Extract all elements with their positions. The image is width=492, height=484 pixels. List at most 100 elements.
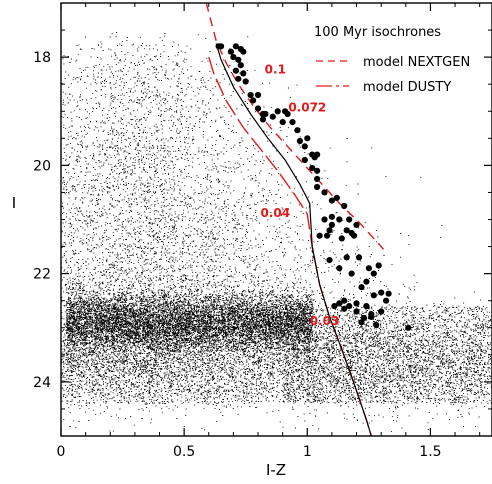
field-stars-layer — [61, 32, 492, 435]
isochrone-line-solid-2 — [215, 43, 372, 437]
candidate-point — [358, 284, 365, 291]
candidate-point — [326, 227, 333, 234]
candidate-point — [242, 78, 249, 85]
candidate-point — [314, 175, 321, 182]
candidate-point — [333, 194, 340, 201]
legend: 100 Myr isochrones model NEXTGEN model D… — [300, 18, 480, 100]
candidate-point — [304, 135, 311, 142]
candidate-point — [218, 43, 225, 50]
isochrone-line-model-dusty — [208, 56, 372, 437]
candidate-point — [336, 300, 343, 307]
candidate-point — [254, 105, 262, 112]
candidate-point — [346, 303, 353, 310]
candidate-point — [232, 43, 239, 50]
candidate-point — [314, 183, 321, 191]
candidate-point — [309, 165, 316, 172]
candidate-point — [254, 91, 262, 99]
candidate-point — [235, 56, 242, 63]
candidate-point — [368, 313, 375, 320]
candidate-point — [247, 91, 254, 99]
candidate-point — [321, 189, 328, 196]
candidate-point — [331, 303, 338, 310]
plot-frame — [60, 2, 492, 437]
axes-layer: 0 0.5 1 1.5 18 20 22 24 — [33, 3, 492, 460]
candidate-point — [289, 119, 296, 126]
candidate-point — [383, 297, 390, 304]
candidate-point — [343, 227, 350, 234]
x-tick-label: 1 — [303, 444, 312, 460]
candidate-point — [341, 297, 348, 304]
candidate-point — [348, 270, 355, 277]
mass-label: 0.072 — [288, 100, 326, 114]
candidate-point — [355, 254, 363, 261]
candidate-point — [262, 110, 269, 118]
x-tick-label: 1.5 — [419, 444, 441, 460]
candidate-point — [230, 54, 237, 61]
x-tick-label: 0 — [57, 444, 66, 460]
isochrone-line-model-nextgen — [205, 2, 385, 250]
candidate-point — [343, 254, 350, 261]
candidate-point — [378, 289, 385, 296]
candidate-point — [301, 156, 308, 164]
candidate-point — [336, 216, 343, 223]
mass-label: 0.04 — [260, 206, 290, 220]
candidate-point — [373, 321, 380, 329]
candidate-point — [353, 221, 360, 228]
candidate-point — [316, 232, 323, 239]
candidate-point — [237, 62, 244, 69]
candidate-point — [279, 119, 286, 126]
candidate-point — [370, 292, 377, 299]
candidate-point — [323, 232, 331, 239]
candidate-points-layer — [215, 43, 412, 331]
isochrone-lines-layer — [205, 2, 385, 437]
y-tick-label: 18 — [33, 50, 51, 66]
x-axis-label: I-Z — [266, 461, 286, 479]
y-axis-label: I — [12, 194, 16, 212]
candidate-point — [346, 216, 353, 223]
mass-labels-layer: 0.1 0.072 0.04 0.03 — [260, 62, 339, 328]
candidate-point — [338, 235, 345, 242]
candidate-point — [240, 70, 247, 77]
candidate-point — [314, 151, 321, 158]
candidate-point — [341, 305, 348, 312]
y-tick-label: 20 — [33, 158, 51, 174]
candidate-point — [321, 216, 328, 223]
candidate-point — [336, 265, 343, 272]
legend-title: 100 Myr isochrones — [314, 25, 441, 40]
candidate-point — [259, 116, 267, 123]
legend-label-dusty: model DUSTY — [363, 80, 451, 95]
candidate-point — [296, 137, 303, 145]
candidate-point — [360, 314, 367, 322]
candidate-point — [405, 324, 412, 331]
candidate-point — [250, 97, 257, 104]
candidate-point — [240, 48, 247, 55]
legend-label-nextgen: model NEXTGEN — [363, 55, 470, 70]
candidate-point — [294, 127, 301, 134]
candidate-point — [227, 48, 234, 55]
y-tick-label: 24 — [33, 375, 51, 391]
candidate-point — [328, 197, 335, 204]
candidate-point — [232, 67, 239, 74]
candidate-point — [284, 110, 291, 118]
candidate-point — [375, 262, 382, 269]
candidate-point — [353, 300, 360, 307]
candidate-point — [314, 167, 321, 174]
candidate-point — [353, 308, 360, 315]
candidate-point — [365, 265, 372, 272]
y-tick-label: 22 — [33, 267, 51, 283]
candidate-point — [326, 257, 333, 264]
mass-label: 0.03 — [310, 314, 340, 328]
candidate-point — [363, 303, 370, 310]
field-star-dots — [61, 32, 492, 435]
x-tick-label: 0.5 — [173, 444, 195, 460]
candidate-point — [235, 75, 242, 82]
candidate-point — [328, 213, 335, 220]
candidate-point — [269, 113, 276, 120]
candidate-point — [274, 108, 281, 115]
candidate-point — [301, 143, 308, 150]
candidate-point — [385, 290, 392, 297]
candidate-point — [363, 278, 370, 285]
candidate-point — [351, 232, 358, 239]
mass-label: 0.1 — [265, 62, 286, 76]
